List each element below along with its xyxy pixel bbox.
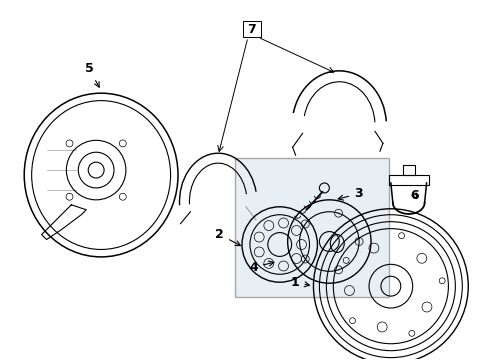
- FancyBboxPatch shape: [235, 158, 388, 297]
- Text: 6: 6: [410, 189, 419, 202]
- Text: 3: 3: [338, 188, 362, 201]
- Bar: [243, 21, 260, 37]
- Bar: [402, 165, 414, 175]
- Text: 2: 2: [215, 228, 240, 246]
- Text: 1: 1: [290, 276, 309, 289]
- Text: 5: 5: [84, 62, 99, 87]
- Text: 4: 4: [249, 261, 273, 274]
- Bar: [388, 175, 427, 185]
- Text: 7: 7: [247, 23, 256, 36]
